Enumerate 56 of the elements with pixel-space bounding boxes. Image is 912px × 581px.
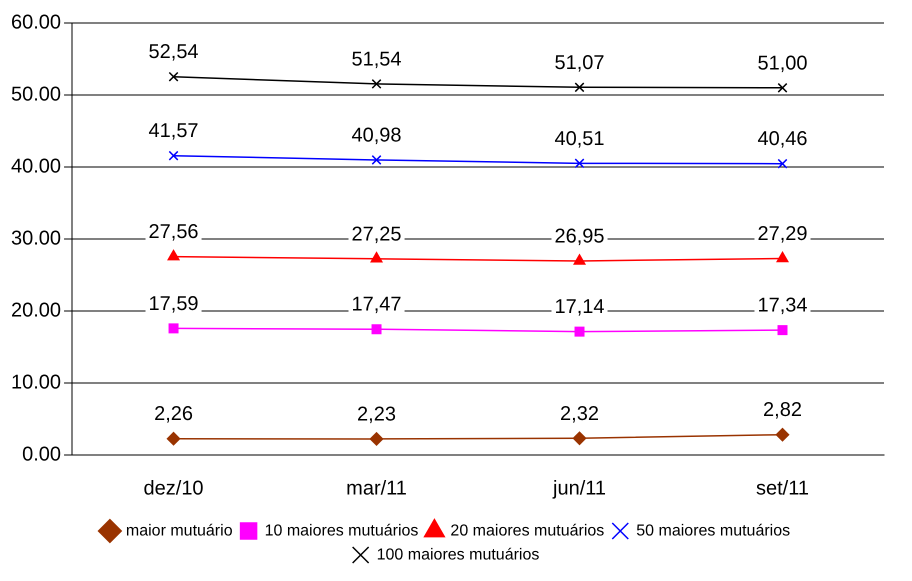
point (776, 428, 790, 442)
point (778, 158, 788, 169)
point (370, 432, 384, 446)
data-label: 27,56 (148, 221, 199, 244)
data-label: 52,54 (148, 41, 199, 64)
point (372, 324, 382, 334)
data-label: 17,14 (554, 296, 605, 318)
y-tick-label: 60.00 (10, 12, 62, 34)
data-label: 2,82 (763, 399, 802, 422)
y-tick-label: 20.00 (10, 300, 62, 322)
y-tick-label: 30.00 (10, 228, 62, 250)
x-tick-label: dez/10 (144, 478, 204, 500)
legend-label: 20 maiores mutuários (450, 522, 604, 540)
point (574, 158, 585, 168)
point (168, 250, 180, 260)
point (572, 432, 586, 446)
data-label: 51,54 (352, 48, 402, 70)
point (372, 78, 382, 89)
data-label: 27,29 (757, 223, 808, 246)
data-label: 2,23 (357, 403, 396, 426)
point (168, 150, 179, 161)
point (776, 252, 788, 262)
point (166, 432, 180, 446)
data-label: 2,26 (154, 403, 194, 426)
point (574, 326, 585, 337)
data-label: 2,32 (560, 402, 599, 425)
data-label: 40,46 (757, 128, 808, 150)
y-tick-label: 0.00 (22, 444, 62, 466)
x-tick-label: mar/11 (346, 478, 407, 500)
point (778, 82, 788, 93)
data-label: 17,47 (352, 294, 402, 316)
data-label: 40,98 (352, 124, 402, 146)
data-label: 51,00 (757, 52, 808, 74)
y-tick-label: 50.00 (10, 84, 62, 106)
point (168, 72, 179, 82)
data-label: 27,25 (352, 223, 402, 246)
legend-label: maior mutuário (126, 522, 233, 540)
legend-label: 50 maiores mutuários (636, 522, 790, 540)
data-label: 40,51 (554, 128, 605, 150)
point (778, 325, 788, 336)
legend-label: 100 maiores mutuários (376, 546, 540, 564)
x-tick-label: jun/11 (552, 478, 606, 500)
y-tick-label: 10.00 (10, 372, 62, 394)
y-tick-label: 40.00 (10, 156, 62, 178)
point (574, 254, 586, 265)
data-label: 17,34 (757, 294, 808, 317)
point (168, 323, 179, 334)
data-label: 51,07 (554, 52, 605, 74)
legend-label: 10 maiores mutuários (264, 522, 418, 540)
point (574, 82, 585, 92)
data-label: 26,95 (554, 225, 605, 248)
point (370, 252, 382, 263)
point (372, 154, 382, 165)
data-label: 17,59 (148, 292, 199, 315)
x-tick-label: set/11 (756, 478, 810, 500)
data-label: 41,57 (148, 120, 199, 142)
